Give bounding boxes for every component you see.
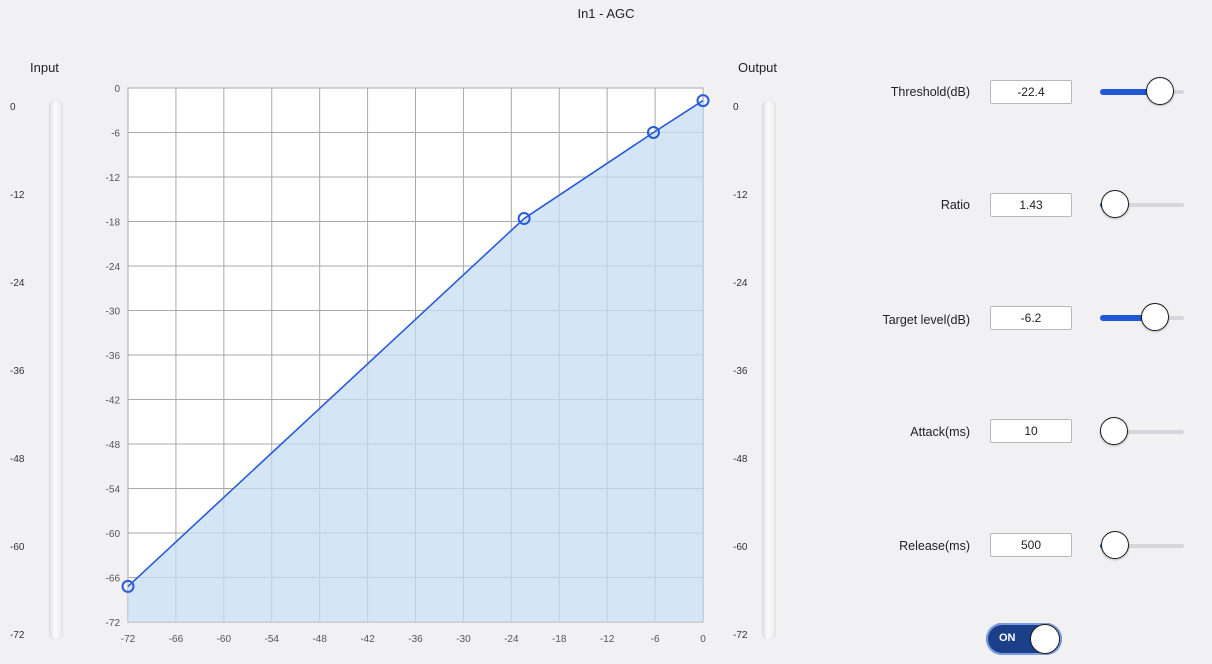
y-tick-label: -36 — [106, 351, 121, 362]
release-label: Release(ms) — [899, 539, 970, 553]
output-scale-tick: -36 — [733, 366, 748, 377]
x-tick-label: -54 — [265, 634, 280, 645]
curve-control-point[interactable] — [696, 94, 710, 108]
x-tick-label: -24 — [504, 634, 519, 645]
y-tick-label: 0 — [114, 84, 120, 95]
y-tick-label: -12 — [106, 173, 121, 184]
y-tick-label: -54 — [106, 485, 121, 496]
input-scale-tick: -60 — [10, 542, 25, 553]
y-tick-label: -66 — [106, 574, 121, 585]
attack-label: Attack(ms) — [910, 425, 970, 439]
threshold-slider[interactable] — [1098, 77, 1184, 107]
slider-track — [1100, 544, 1184, 548]
y-tick-label: -24 — [106, 262, 121, 273]
target-level-label: Target level(dB) — [882, 313, 970, 327]
x-tick-label: 0 — [700, 634, 706, 645]
y-tick-label: -18 — [106, 218, 121, 229]
window-title: In1 - AGC — [577, 6, 635, 21]
input-meter-label: Input — [30, 60, 59, 75]
output-scale-tick: -48 — [733, 454, 748, 465]
threshold-input[interactable]: -22.4 — [990, 80, 1072, 104]
slider-thumb[interactable] — [1145, 77, 1174, 105]
toggle-on-label: ON — [999, 632, 1016, 644]
x-tick-label: -60 — [217, 634, 232, 645]
attack-input[interactable]: 10 — [990, 419, 1072, 443]
curve-control-point[interactable] — [646, 126, 660, 139]
output-scale-tick: -72 — [733, 630, 748, 641]
y-tick-label: -6 — [111, 129, 120, 140]
input-scale-tick: -48 — [10, 454, 25, 465]
x-tick-label: -36 — [408, 634, 423, 645]
ratio-slider[interactable] — [1098, 190, 1184, 220]
input-level-meter — [49, 100, 63, 640]
y-tick-label: -42 — [106, 396, 121, 407]
x-tick-label: -6 — [651, 634, 660, 645]
slider-thumb[interactable] — [1101, 190, 1130, 218]
x-tick-label: -30 — [456, 634, 471, 645]
toggle-knob[interactable] — [1030, 624, 1060, 654]
output-scale-tick: -60 — [733, 542, 748, 553]
output-scale-tick: 0 — [733, 102, 739, 113]
input-scale-tick: -72 — [10, 630, 25, 641]
transfer-curve-area — [128, 100, 703, 622]
target-level-slider[interactable] — [1098, 303, 1184, 333]
target-level-input[interactable]: -6.2 — [990, 306, 1072, 330]
ratio-input[interactable]: 1.43 — [990, 193, 1072, 217]
threshold-label: Threshold(dB) — [890, 85, 970, 99]
slider-fill — [1100, 315, 1155, 321]
y-tick-label: -60 — [106, 529, 121, 540]
y-tick-label: -72 — [106, 618, 121, 629]
slider-thumb[interactable] — [1140, 303, 1169, 331]
ratio-label: Ratio — [940, 198, 970, 212]
output-scale-tick: -12 — [733, 190, 748, 201]
output-scale-tick: -24 — [733, 278, 748, 289]
x-tick-label: -72 — [121, 634, 136, 645]
input-scale-tick: -24 — [10, 278, 25, 289]
output-meter-label: Output — [738, 60, 778, 75]
input-scale-tick: -12 — [10, 190, 25, 201]
curve-control-point[interactable] — [517, 212, 531, 226]
x-tick-label: -18 — [552, 634, 567, 645]
slider-track — [1100, 203, 1184, 207]
x-tick-label: -12 — [600, 634, 615, 645]
attack-slider[interactable] — [1098, 417, 1184, 447]
agc-enable-toggle[interactable]: ON — [986, 623, 1062, 655]
release-input[interactable]: 500 — [990, 533, 1072, 557]
x-tick-label: -42 — [360, 634, 375, 645]
curve-control-point[interactable] — [121, 579, 135, 593]
slider-track — [1100, 430, 1184, 434]
slider-thumb[interactable] — [1100, 417, 1128, 445]
slider-fill — [1100, 89, 1160, 95]
x-tick-label: -66 — [169, 634, 184, 645]
input-scale-tick: 0 — [10, 102, 16, 113]
transfer-curve-line — [127, 99, 704, 587]
y-tick-label: -48 — [106, 440, 121, 451]
slider-thumb[interactable] — [1101, 531, 1130, 559]
y-tick-label: -30 — [106, 307, 121, 318]
output-level-meter — [762, 100, 776, 640]
input-scale-tick: -36 — [10, 366, 25, 377]
release-slider[interactable] — [1098, 531, 1184, 561]
x-tick-label: -48 — [312, 634, 327, 645]
